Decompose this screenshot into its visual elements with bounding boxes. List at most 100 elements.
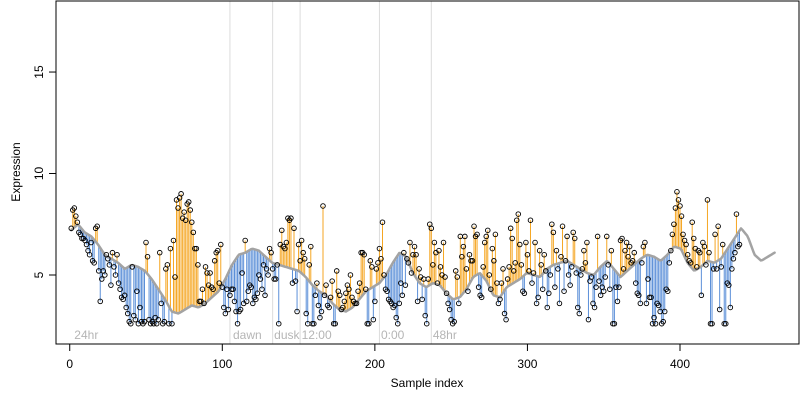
data-point [167, 245, 174, 252]
data-point [694, 264, 700, 270]
data-point [582, 260, 589, 266]
data-point [321, 292, 328, 299]
data-point [201, 300, 207, 307]
data-point [515, 211, 522, 217]
data-point [134, 288, 140, 294]
data-point [529, 280, 535, 286]
data-point [536, 247, 543, 254]
data-point [361, 251, 367, 258]
data-point [257, 276, 264, 282]
y-axis: 5 10 15 [32, 65, 57, 278]
data-point [602, 274, 608, 280]
data-point [288, 215, 294, 221]
data-point [425, 276, 432, 282]
data-point [353, 300, 360, 307]
data-point [459, 253, 465, 260]
data-point [298, 237, 305, 244]
data-point [315, 302, 322, 309]
data-point [570, 229, 576, 236]
data-point [550, 229, 557, 236]
data-point [517, 241, 523, 248]
data-point [112, 272, 119, 278]
data-point [347, 272, 354, 278]
data-point [637, 300, 644, 307]
data-point [607, 286, 613, 292]
data-point [323, 282, 329, 288]
data-point [169, 320, 175, 327]
data-point [579, 266, 586, 272]
data-point [124, 310, 131, 317]
data-point [521, 290, 528, 297]
data-point [362, 286, 369, 292]
data-point [156, 249, 163, 256]
data-point [372, 298, 378, 305]
data-point [547, 272, 554, 278]
data-point [468, 258, 474, 264]
data-point [712, 231, 718, 238]
data-point [454, 274, 461, 280]
data-point [619, 235, 625, 242]
data-point [164, 262, 171, 268]
data-point [591, 304, 598, 311]
data-point [381, 272, 387, 278]
data-point [622, 247, 628, 254]
data-point [430, 262, 436, 268]
data-point [306, 262, 313, 268]
data-point [274, 262, 280, 268]
data-point [596, 278, 602, 284]
data-point [370, 316, 377, 323]
data-point [248, 284, 255, 290]
data-point [553, 247, 560, 254]
data-point [132, 316, 139, 323]
data-point [649, 320, 656, 327]
data-point [567, 282, 573, 288]
data-point [253, 296, 259, 303]
data-point [254, 290, 261, 297]
data-point [245, 288, 251, 294]
data-point [228, 286, 235, 292]
data-point [655, 302, 662, 309]
data-point [729, 266, 735, 272]
data-point [497, 296, 503, 303]
data-point [642, 239, 648, 246]
data-point [414, 298, 421, 305]
data-point [207, 270, 213, 276]
data-point [222, 310, 229, 317]
data-point [74, 219, 81, 225]
y-tick-label: 10 [32, 167, 46, 181]
data-point [535, 294, 541, 301]
data-point [736, 241, 743, 248]
data-point [231, 298, 238, 305]
data-point [489, 245, 496, 252]
data-point [144, 253, 151, 260]
data-point [279, 227, 285, 234]
data-point [665, 288, 671, 294]
data-point [314, 280, 320, 286]
y-tick-label: 15 [32, 65, 46, 79]
smoothed-trend-line [70, 223, 776, 315]
period-label: dawn [233, 328, 262, 342]
data-point [614, 298, 621, 305]
data-point [271, 276, 277, 282]
data-point [356, 280, 363, 286]
data-point [211, 258, 218, 264]
period-label: 12:00 [302, 328, 332, 342]
data-point [121, 292, 128, 299]
x-tick-label: 200 [365, 357, 385, 371]
data-point [568, 264, 575, 270]
data-point [185, 199, 192, 205]
data-point [564, 233, 570, 240]
data-point [396, 300, 403, 307]
data-point [83, 241, 90, 248]
data-point [108, 282, 114, 288]
data-point [221, 304, 227, 311]
data-point [498, 280, 505, 286]
data-point [401, 249, 407, 256]
data-point [646, 294, 653, 301]
data-point [486, 272, 493, 278]
data-point [698, 292, 705, 299]
data-point [311, 320, 317, 327]
data-point [214, 247, 221, 254]
data-point [530, 270, 537, 276]
